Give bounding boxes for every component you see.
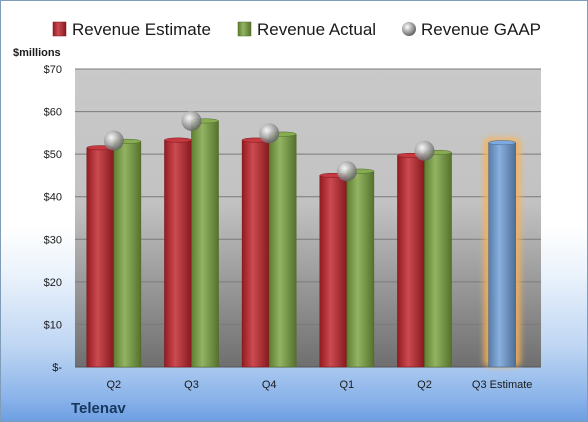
x-tick-label: Q3 xyxy=(184,379,199,391)
bar xyxy=(397,155,425,368)
x-tick-label: Q3 Estimate xyxy=(472,379,533,391)
gaap-marker xyxy=(103,130,124,151)
gaap-marker xyxy=(336,161,357,182)
x-tick-label: Q1 xyxy=(339,379,354,391)
legend-swatch xyxy=(402,22,416,36)
legend-label: Revenue GAAP xyxy=(421,20,541,39)
bar xyxy=(191,120,219,368)
plot-background xyxy=(75,69,541,367)
bar xyxy=(164,139,192,368)
y-tick-label: $50 xyxy=(44,149,62,161)
legend-item: Revenue Estimate xyxy=(52,20,211,39)
bar xyxy=(241,139,270,368)
plot-area: $- $10 $20 $30 $40 $50 $60 $70 Q2 Q3 Q4 Q1 Q2 Q3 Esti… xyxy=(44,64,541,391)
y-tick-label: $30 xyxy=(44,234,62,246)
y-tick-label: $- xyxy=(52,362,62,374)
legend-item: Revenue GAAP xyxy=(402,20,541,39)
bar xyxy=(319,175,348,368)
legend-label: Revenue Actual xyxy=(257,20,376,39)
bar xyxy=(346,170,375,368)
bar xyxy=(86,147,115,368)
company-label: Telenav xyxy=(71,400,126,417)
legend: Revenue Estimate Revenue Actual Revenue GA… xyxy=(52,20,541,39)
bar-top xyxy=(164,137,192,143)
legend-label: Revenue Estimate xyxy=(72,20,211,39)
y-tick-label: $10 xyxy=(44,319,62,331)
legend-swatch xyxy=(52,21,67,37)
x-tick-label: Q2 xyxy=(106,379,121,391)
x-tick-label: Q4 xyxy=(262,379,277,391)
legend-swatch xyxy=(237,21,252,37)
bar xyxy=(113,141,142,368)
legend-item: Revenue Actual xyxy=(237,20,376,39)
gaap-marker xyxy=(414,140,435,161)
y-tick-label: $70 xyxy=(44,64,62,76)
y-tick-label: $40 xyxy=(44,192,62,204)
bar xyxy=(424,152,452,368)
gaap-marker xyxy=(259,123,280,144)
unit-label: $millions xyxy=(13,47,61,59)
bar xyxy=(268,133,297,368)
bar xyxy=(488,142,516,368)
gaap-marker xyxy=(181,110,202,131)
y-tick-label: $60 xyxy=(44,107,62,119)
bar-top xyxy=(488,140,516,146)
y-tick-label: $20 xyxy=(44,277,62,289)
x-tick-label: Q2 xyxy=(417,379,432,391)
